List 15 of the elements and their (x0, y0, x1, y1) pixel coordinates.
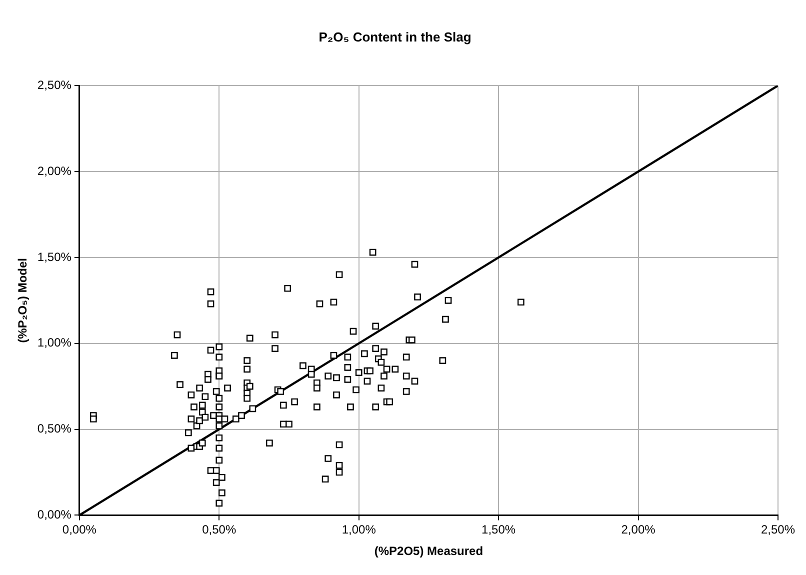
y-tick-label: 1,50% (37, 250, 72, 264)
y-tick-label: 2,50% (37, 78, 72, 92)
x-tick-label: 2,50% (760, 522, 796, 537)
x-tick-label: 0,00% (62, 522, 97, 537)
x-axis-title: (%P2O5) Measured (374, 544, 484, 558)
x-tick-label: 1,50% (482, 522, 516, 537)
x-tick-label: 1,00% (342, 522, 376, 537)
chart-title: P₂O₅ Content in the Slag (318, 29, 472, 44)
x-tick-label: 0,50% (202, 522, 236, 537)
y-tick-label: 2,00% (37, 164, 72, 178)
y-tick-label: 0,00% (37, 508, 72, 522)
y-tick-label: 0,50% (37, 422, 72, 436)
y-axis-title: (%P₂O₅) Model (16, 258, 30, 343)
y-tick-label: 1,00% (37, 336, 72, 350)
x-tick-label: 2,00% (621, 522, 656, 537)
